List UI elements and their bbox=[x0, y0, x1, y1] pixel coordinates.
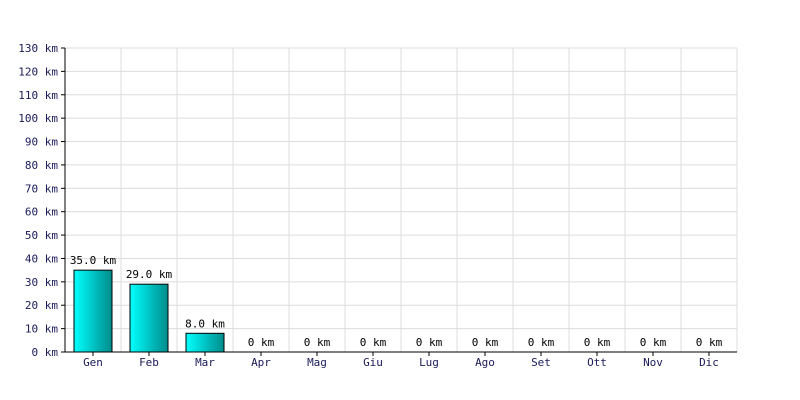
data-label-feb: 29.0 km bbox=[126, 268, 173, 281]
data-label-giu: 0 km bbox=[360, 336, 387, 349]
bar-gen bbox=[73, 269, 113, 353]
data-label-ago: 0 km bbox=[472, 336, 499, 349]
x-tick-label: Ago bbox=[475, 356, 495, 369]
y-tick-label: 100 km bbox=[18, 112, 58, 125]
y-tick-label: 20 km bbox=[25, 299, 58, 312]
data-label-mag: 0 km bbox=[304, 336, 331, 349]
x-tick-label: Ott bbox=[587, 356, 607, 369]
y-tick-label: 50 km bbox=[25, 229, 58, 242]
x-tick-label: Lug bbox=[419, 356, 439, 369]
x-tick-label: Nov bbox=[643, 356, 663, 369]
bars bbox=[73, 269, 225, 353]
axes bbox=[61, 47, 737, 356]
y-tick-label: 90 km bbox=[25, 136, 58, 149]
x-tick-label: Apr bbox=[251, 356, 271, 369]
data-label-dic: 0 km bbox=[696, 336, 723, 349]
y-tick-label: 120 km bbox=[18, 65, 58, 78]
data-label-gen: 35.0 km bbox=[70, 254, 117, 267]
data-label-set: 0 km bbox=[528, 336, 555, 349]
y-tick-label: 80 km bbox=[25, 159, 58, 172]
y-tick-label: 30 km bbox=[25, 276, 58, 289]
y-tick-label: 40 km bbox=[25, 252, 58, 265]
y-tick-label: 130 km bbox=[18, 42, 58, 55]
y-tick-label: 110 km bbox=[18, 89, 58, 102]
data-label-apr: 0 km bbox=[248, 336, 275, 349]
y-tick-label: 10 km bbox=[25, 323, 58, 336]
y-tick-label: 70 km bbox=[25, 182, 58, 195]
bar-feb bbox=[129, 283, 169, 353]
x-tick-label: Feb bbox=[139, 356, 159, 369]
data-label-ott: 0 km bbox=[584, 336, 611, 349]
labels: 0 km 10 km 20 km 30 km 40 km 50 km 60 km 70 km 8… bbox=[18, 42, 722, 369]
y-tick-label: 0 km bbox=[32, 346, 59, 359]
x-tick-label: Set bbox=[531, 356, 551, 369]
x-tick-label: Giu bbox=[363, 356, 383, 369]
data-label-lug: 0 km bbox=[416, 336, 443, 349]
data-label-mar: 8.0 km bbox=[185, 317, 225, 330]
x-tick-label: Dic bbox=[699, 356, 719, 369]
grid bbox=[64, 47, 738, 353]
x-tick-label: Mag bbox=[307, 356, 327, 369]
x-tick-label: Mar bbox=[195, 356, 215, 369]
bar-mar bbox=[185, 332, 225, 353]
data-label-nov: 0 km bbox=[640, 336, 667, 349]
y-tick-label: 60 km bbox=[25, 206, 58, 219]
x-tick-label: Gen bbox=[83, 356, 103, 369]
